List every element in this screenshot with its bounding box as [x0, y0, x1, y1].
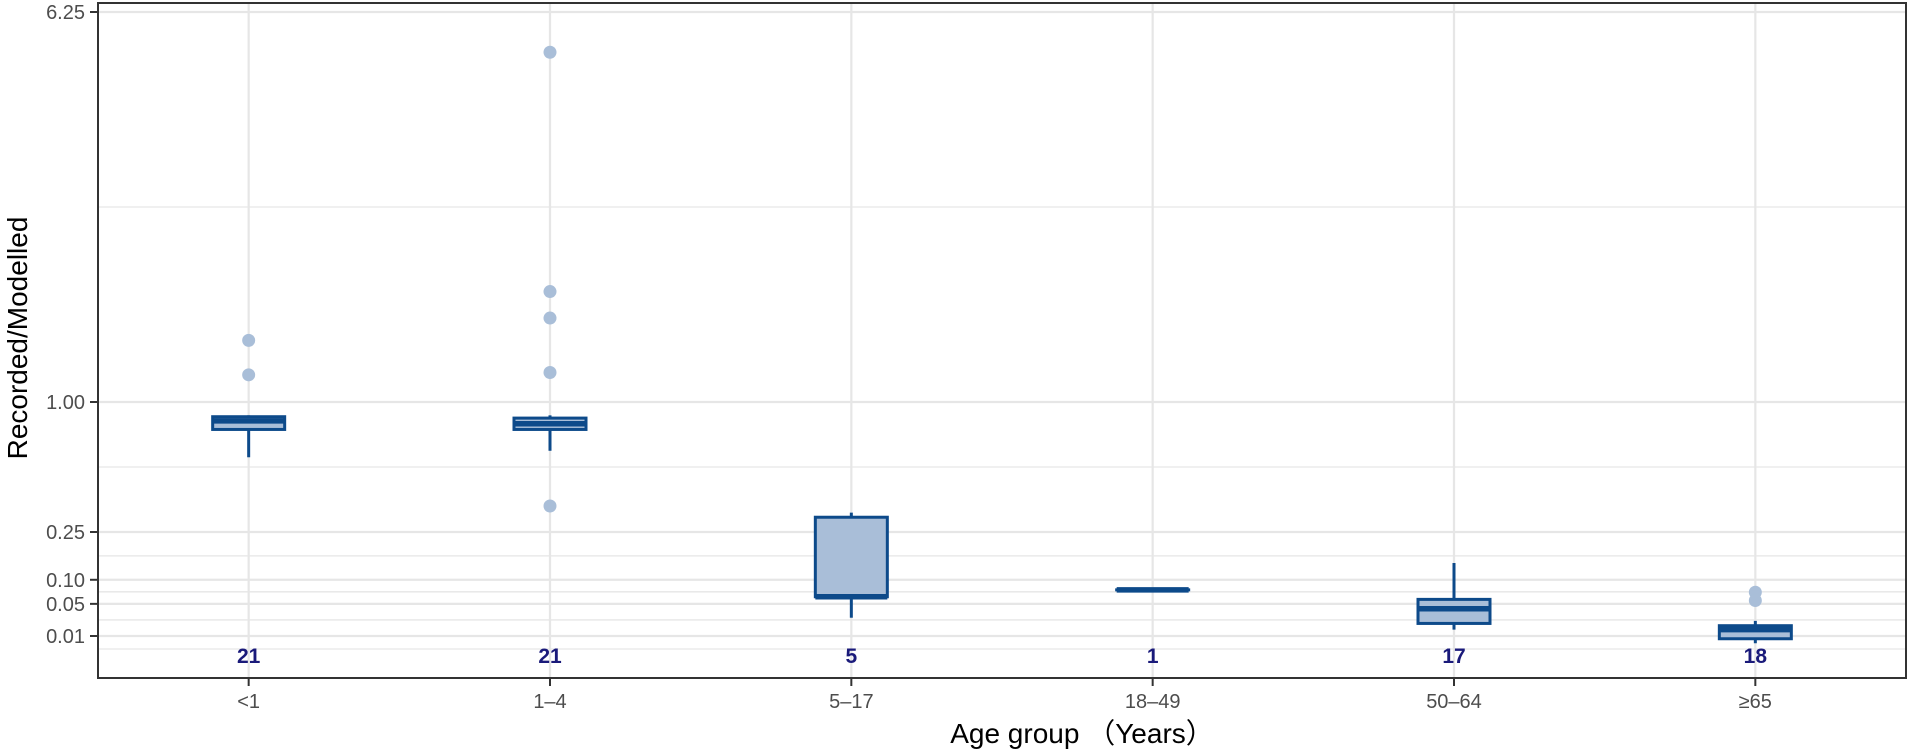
y-axis: 0.01 0.050.10 0.25 1.00 6.25 [46, 2, 98, 648]
outlier-point [543, 365, 557, 379]
box-iqr [813, 515, 889, 599]
sample-count-label: 21 [538, 645, 562, 668]
y-tick-label: 1.00 [46, 392, 85, 414]
y-axis-title: Recorded/Modelled [2, 217, 33, 460]
box-2 [813, 512, 889, 618]
outlier-point [543, 499, 557, 513]
box-0 [211, 333, 287, 458]
sample-count-label: 18 [1744, 645, 1768, 668]
x-tick-label: <1 [237, 691, 260, 713]
sample-count-label: 21 [237, 645, 261, 668]
outlier-point [1748, 593, 1762, 607]
sample-counts: 21 21 5 1 17 18 [237, 645, 1767, 668]
x-tick-label: ≥65 [1739, 691, 1772, 713]
x-tick-label: 50–64 [1426, 691, 1482, 713]
outlier-point [543, 285, 557, 299]
x-axis-title: Age group （Years） [950, 718, 1214, 749]
x-axis: <1 1–4 5–17 18–49 50–64 ≥65 [237, 678, 1772, 713]
x-tick-label: 18–49 [1125, 691, 1181, 713]
box-series [211, 45, 1793, 644]
box-1 [512, 45, 588, 513]
outlier-point [543, 311, 557, 325]
panel-background [98, 3, 1906, 678]
x-tick-label: 1–4 [533, 691, 566, 713]
outlier-point [242, 368, 256, 382]
y-tick-label: 6.25 [46, 2, 85, 24]
y-tick-label: 0.05 [46, 594, 85, 616]
y-tick-label: 0.25 [46, 522, 85, 544]
grid-lines [98, 3, 1906, 678]
y-tick-label: 0.01 [46, 626, 85, 648]
box-5 [1717, 585, 1793, 644]
box-4 [1416, 562, 1492, 630]
sample-count-label: 17 [1442, 645, 1465, 668]
sample-count-label: 1 [1147, 645, 1159, 668]
outlier-point [242, 333, 256, 347]
outlier-point [543, 45, 557, 59]
sample-count-label: 5 [845, 645, 857, 668]
x-tick-label: 5–17 [829, 691, 874, 713]
y-tick-label: 0.10 [46, 570, 85, 592]
panel-border [97, 2, 1907, 679]
